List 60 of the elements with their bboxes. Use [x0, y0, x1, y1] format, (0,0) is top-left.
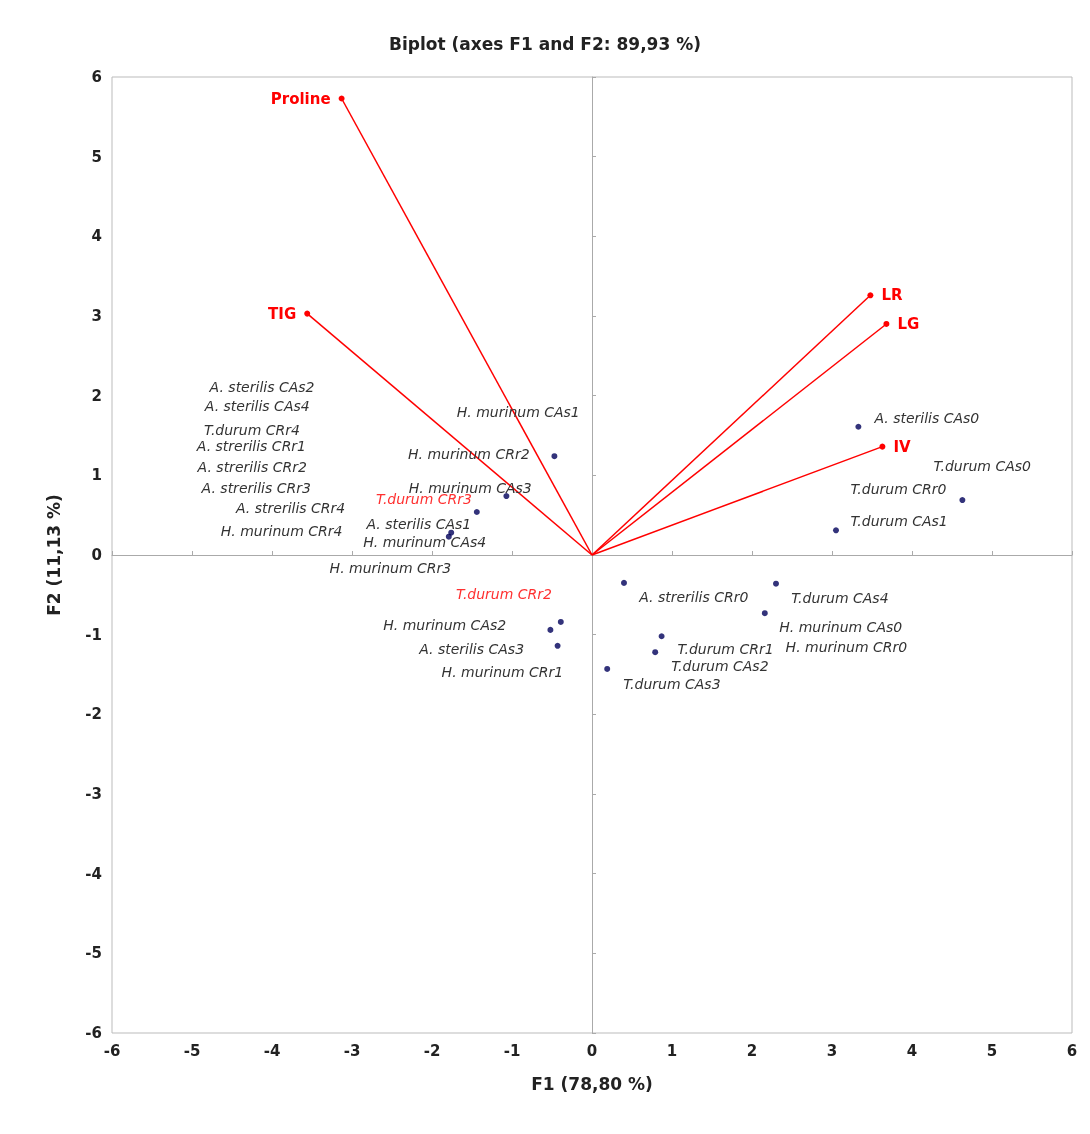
annotation: H. murinum CRr3 [329, 559, 452, 576]
annotation: H. murinum CRr1 [441, 664, 564, 681]
x-tick-label: 1 [666, 1041, 678, 1060]
annotation: T.durum CAs1 [850, 512, 948, 529]
y-tick-label: -5 [85, 944, 102, 963]
x-axis-title: F1 (78,80 %) [531, 1073, 653, 1094]
annotation: A. sterilis CAs3 [418, 641, 525, 658]
x-tick-label: 0 [586, 1041, 598, 1060]
y-tick-label: -4 [85, 864, 102, 883]
annotation: T.durum CAs2 [671, 657, 769, 674]
annotation: T.durum CAs0 [933, 457, 1032, 474]
annotation: A. strerilis CRr0 [638, 589, 749, 606]
annotation: H. murinum CAs2 [383, 617, 507, 634]
series-label: IV [893, 437, 911, 456]
y-tick-label: -6 [85, 1024, 102, 1042]
annotation: A. strerilis CRr2 [196, 459, 307, 476]
series-label: TIG [268, 304, 297, 323]
series-label: LG [897, 314, 920, 333]
y-tick-label: -1 [85, 625, 102, 644]
x-tick-label: -5 [183, 1041, 201, 1060]
chart-title: Biplot (axes F1 and F2: 89,93 %) [389, 33, 701, 54]
annotation: H. murinum CRr4 [220, 523, 343, 540]
y-tick-label: 3 [91, 307, 102, 325]
annotation: H. murinum CAs4 [363, 534, 487, 551]
series-label: Proline [270, 89, 331, 108]
x-tick-label: -3 [343, 1041, 361, 1060]
annotation: A. sterilis CAs0 [873, 409, 980, 426]
x-tick-label: 2 [746, 1041, 758, 1060]
annotation: T.durum CAs3 [623, 676, 721, 693]
y-tick-label: 1 [91, 466, 102, 485]
annotation: A. sterilis CAs1 [365, 515, 472, 532]
x-tick-label: 3 [826, 1041, 838, 1060]
x-tick-label: 5 [986, 1041, 998, 1060]
annotation: A. strerilis CRr1 [195, 437, 307, 454]
y-tick-label: -3 [85, 785, 102, 803]
annotation: A. sterilis CAs2 [208, 378, 315, 395]
y-tick-label: 4 [91, 227, 102, 246]
y-tick-label: -2 [85, 705, 102, 724]
series-label: LR [881, 286, 903, 305]
x-tick-label: 4 [906, 1041, 918, 1060]
y-tick-label: 6 [91, 68, 102, 86]
annotation: T.durum CRr2 [456, 586, 553, 603]
annotation: H. murinum CAs0 [779, 618, 903, 635]
y-tick-label: 2 [91, 386, 102, 405]
annotation: T.durum CAs4 [791, 590, 889, 607]
x-tick-label: 6 [1066, 1041, 1078, 1060]
annotation: A. strerilis CRr3 [200, 480, 311, 497]
annotation: A. strerilis CRr4 [235, 500, 346, 516]
x-tick-label: -2 [423, 1041, 441, 1060]
y-tick-label: 0 [91, 546, 102, 564]
annotation: A. sterilis CAs4 [203, 398, 310, 415]
x-tick-label: -6 [103, 1041, 121, 1060]
x-tick-label: -4 [263, 1041, 281, 1060]
annotation: T.durum CRr4 [204, 421, 300, 438]
y-tick-label: 5 [91, 147, 102, 166]
annotation: T.durum CRr0 [850, 480, 947, 497]
annotation: T.durum CRr1 [677, 641, 774, 658]
x-tick-label: -1 [503, 1041, 521, 1060]
annotation: H. murinum CRr0 [785, 638, 908, 655]
y-axis-title: F2 (11,13 %) [43, 494, 64, 616]
